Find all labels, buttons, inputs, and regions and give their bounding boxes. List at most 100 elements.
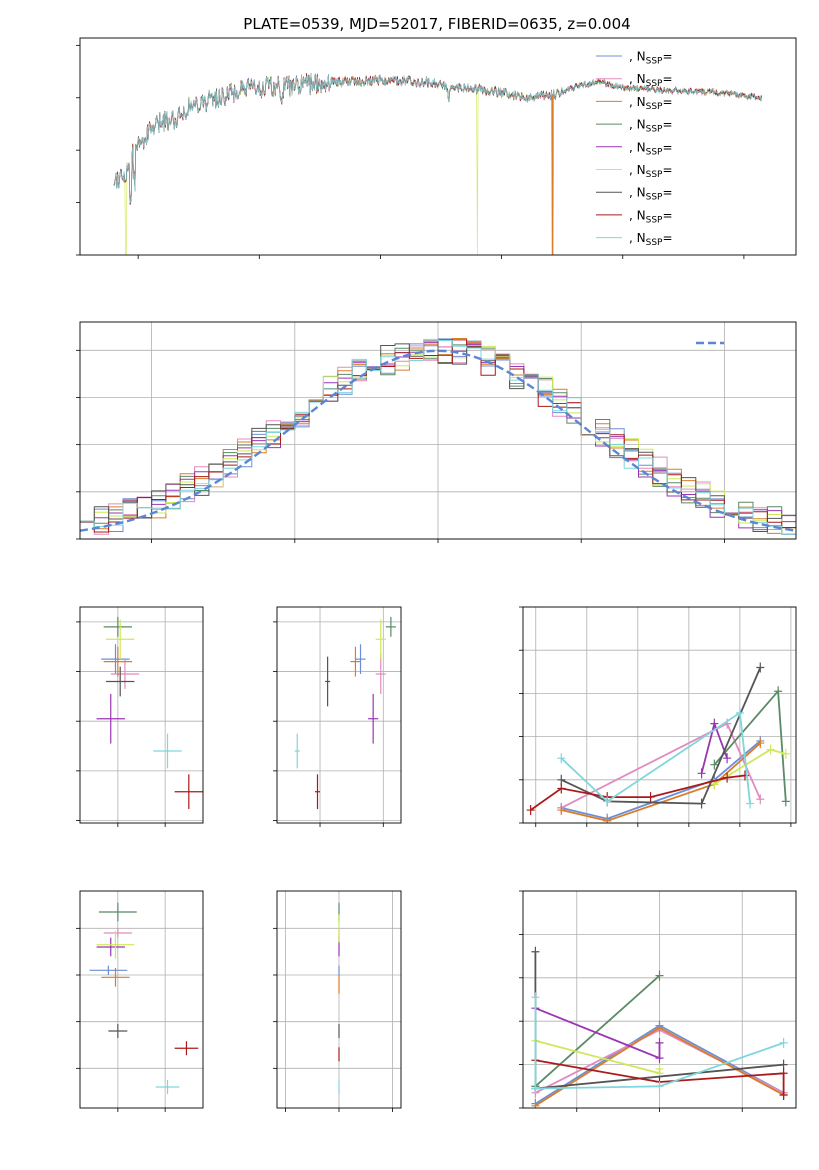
error-bar-point bbox=[355, 644, 366, 675]
weight-marker bbox=[781, 796, 790, 807]
weight-marker bbox=[646, 792, 655, 803]
weight-marker bbox=[531, 1083, 540, 1094]
weight-marker bbox=[603, 815, 612, 823]
age-vs-metallicity-panel bbox=[76, 606, 204, 827]
error-bar-point bbox=[101, 968, 130, 987]
weight-marker bbox=[526, 805, 535, 816]
weight-line bbox=[534, 997, 784, 1090]
spectrum-line bbox=[113, 73, 762, 205]
grid bbox=[80, 607, 203, 823]
plot-area bbox=[96, 616, 203, 810]
legend-nssp-eq: = bbox=[662, 231, 672, 245]
error-bar-point bbox=[174, 774, 203, 810]
legend-nssp-eq: = bbox=[662, 72, 672, 86]
weight-line bbox=[713, 688, 787, 802]
error-bar-point bbox=[385, 616, 396, 637]
legend-nssp-prefix: , N bbox=[629, 118, 646, 132]
error-bar-point bbox=[96, 693, 125, 744]
legend-nssp-eq: = bbox=[662, 118, 672, 132]
spectrum-panel: , NSSP=, NSSP=, NSSP=, NSSP=, NSSP=, NSS… bbox=[76, 37, 797, 259]
weight-marker bbox=[766, 744, 775, 755]
legend-nssp-sub: SSP bbox=[646, 147, 663, 157]
plot-area bbox=[526, 662, 790, 823]
axes-frame bbox=[276, 606, 402, 824]
residual-histogram bbox=[80, 338, 796, 535]
error-bar-point bbox=[174, 1041, 199, 1056]
legend-nssp-eq: = bbox=[662, 95, 672, 109]
legend-nssp-sub: SSP bbox=[646, 215, 663, 225]
legend-nssp-sub: SSP bbox=[646, 238, 663, 248]
legend-nssp-eq: = bbox=[662, 163, 672, 177]
legend-label: , NSSP= bbox=[629, 186, 673, 203]
legend-label: , NSSP= bbox=[629, 140, 673, 157]
residuals-panel bbox=[76, 321, 797, 543]
error-bar-point bbox=[153, 733, 182, 769]
weight-marker bbox=[531, 946, 540, 957]
error-bar-point bbox=[103, 616, 133, 637]
axes-frame bbox=[522, 606, 797, 824]
weight-marker bbox=[710, 718, 719, 729]
weight-marker bbox=[697, 798, 706, 809]
weight-marker bbox=[746, 798, 755, 809]
legend-label: , NSSP= bbox=[629, 208, 673, 225]
legend-label: , NSSP= bbox=[629, 72, 673, 89]
legend-nssp-prefix: , N bbox=[629, 95, 646, 109]
weight-marker bbox=[655, 970, 664, 981]
plot-area bbox=[113, 73, 762, 255]
weight-series bbox=[531, 1003, 664, 1064]
weight-marker bbox=[779, 1068, 788, 1079]
ticks bbox=[519, 606, 792, 827]
weight-marker bbox=[655, 1037, 664, 1048]
error-bar-point bbox=[110, 659, 140, 689]
ticks bbox=[519, 890, 743, 1112]
error-bar-point bbox=[96, 930, 135, 959]
legend-label: , NSSP= bbox=[629, 95, 673, 112]
legend-nssp-prefix: , N bbox=[629, 72, 646, 86]
ticks bbox=[273, 927, 393, 1112]
error-bar-point bbox=[98, 902, 137, 922]
weight-marker bbox=[723, 753, 732, 764]
axes-frame bbox=[522, 890, 797, 1109]
legend-nssp-prefix: , N bbox=[629, 231, 646, 245]
figure-title: PLATE=0539, MJD=52017, FIBERID=0635, z=0… bbox=[243, 15, 630, 33]
legend-nssp-eq: = bbox=[662, 140, 672, 154]
weight-marker bbox=[723, 772, 732, 783]
legend-nssp-eq: = bbox=[662, 208, 672, 222]
legend-nssp-prefix: , N bbox=[629, 140, 646, 154]
legend-label: , NSSP= bbox=[629, 231, 673, 248]
error-bar-point bbox=[106, 666, 135, 697]
weight-line bbox=[561, 742, 761, 822]
axes-frame bbox=[276, 890, 402, 1109]
grid bbox=[80, 891, 203, 1108]
legend-label: , NSSP= bbox=[629, 163, 673, 180]
weight-marker bbox=[655, 1081, 664, 1092]
error-bar-point bbox=[155, 1080, 180, 1094]
weight-marker bbox=[655, 1063, 664, 1074]
mass-vs-extinction-panel bbox=[273, 890, 402, 1112]
legend-nssp-sub: SSP bbox=[646, 79, 663, 89]
axes-frame bbox=[79, 606, 204, 824]
weight-series bbox=[557, 707, 755, 809]
weight-marker bbox=[756, 738, 765, 749]
plot-area bbox=[89, 902, 199, 1094]
weight-line bbox=[560, 667, 762, 805]
weight-series bbox=[531, 970, 664, 1092]
legend-nssp-prefix: , N bbox=[629, 208, 646, 222]
weight-series bbox=[710, 744, 790, 790]
weight-line bbox=[535, 1039, 661, 1075]
mass-weight-vs-age-panel bbox=[519, 606, 797, 827]
error-bar-point bbox=[103, 928, 133, 938]
legend-nssp-sub: SSP bbox=[646, 170, 663, 180]
spectrum-line bbox=[113, 74, 762, 204]
spectrum-line bbox=[113, 73, 762, 205]
weight-line bbox=[535, 1059, 785, 1095]
weight-marker bbox=[557, 753, 566, 764]
error-bar-point bbox=[89, 965, 128, 975]
ticks bbox=[76, 927, 166, 1112]
legend-label: , NSSP= bbox=[629, 118, 673, 135]
error-bar-point bbox=[350, 646, 361, 677]
ticks bbox=[76, 621, 166, 827]
weight-series bbox=[557, 738, 765, 823]
error-bar-point bbox=[96, 937, 125, 957]
